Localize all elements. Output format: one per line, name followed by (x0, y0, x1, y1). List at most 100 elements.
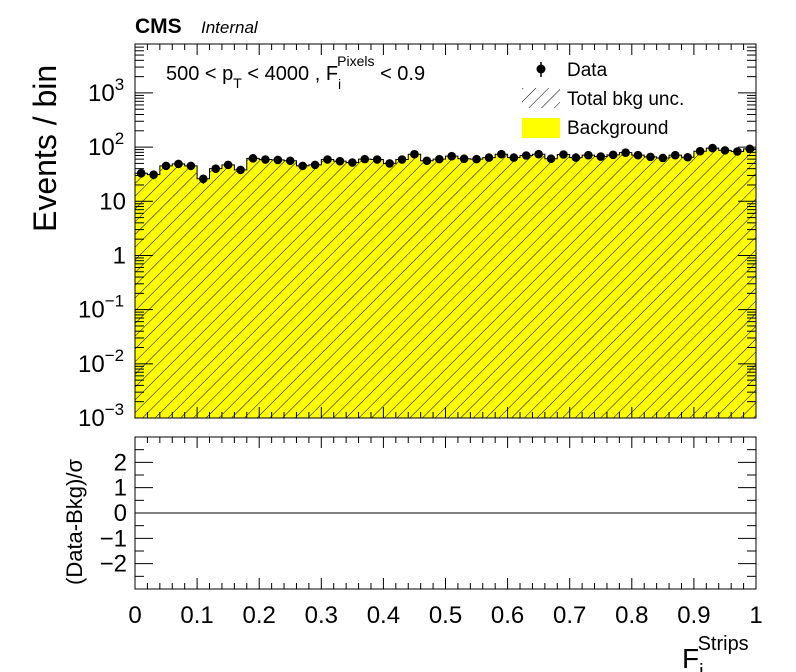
data-point (149, 170, 158, 179)
data-point (372, 155, 382, 164)
bkg-unc-bin (693, 151, 707, 418)
data-point (285, 156, 295, 166)
bkg-unc-bin (594, 156, 607, 418)
bkg-unc-bin (644, 156, 657, 418)
selection-frac-suffix: < 0.9 (375, 63, 426, 85)
bkg-unc-bin (284, 160, 297, 418)
data-point (497, 149, 506, 159)
data-point (211, 164, 221, 173)
bkg-unc-bin (457, 158, 471, 418)
bkg-unc-bin (669, 155, 682, 418)
data-point (174, 159, 183, 169)
bkg-unc-bin (718, 150, 732, 418)
data-point (695, 146, 705, 156)
legend-data-marker (536, 64, 546, 74)
data-point (298, 161, 307, 171)
bkg-unc-bin (532, 154, 545, 418)
experiment-label: CMS (135, 15, 182, 38)
legend: Data Total bkg unc. Background (522, 60, 684, 139)
selection-frac-sub: i (338, 76, 341, 92)
data-point (360, 154, 370, 164)
ratio-y-tick-labels: 210−1−2 (100, 449, 127, 577)
data-point (720, 146, 730, 155)
data-point (683, 152, 692, 162)
bkg-unc-bin (631, 155, 645, 418)
data-point (658, 153, 668, 163)
main-y-tick-label-base: 10 (78, 405, 105, 432)
main-y-tick-label: 1 (113, 242, 126, 269)
data-point (348, 158, 357, 167)
main-y-tick-label: 102 (88, 129, 124, 161)
main-y-tick-label-base: 10 (78, 297, 105, 324)
data-point (546, 154, 556, 164)
data-point (422, 156, 432, 166)
bkg-unc-bin (408, 154, 421, 418)
bkg-unc-bin (221, 164, 235, 418)
data-point (273, 155, 283, 165)
data-point (459, 154, 469, 164)
bkg-unc-bin (184, 165, 198, 418)
data-point (410, 149, 419, 159)
main-y-tick-label-exp: −2 (105, 346, 124, 365)
data-point (733, 147, 742, 156)
bkg-unc-bin (333, 161, 347, 418)
selection-pt-sub: T (233, 75, 242, 91)
data-point (608, 150, 618, 160)
bkg-unc-bin (197, 178, 210, 418)
data-point (335, 156, 345, 166)
bkg-unc-bin (606, 154, 620, 418)
bkg-unc-bin (246, 158, 260, 418)
bkg-unc-bin (234, 169, 247, 418)
main-y-tick-label-exp: −1 (105, 292, 124, 311)
data-point (621, 148, 630, 157)
main-y-tick-label: 10 (99, 188, 126, 215)
bkg-unc-bin (433, 159, 446, 418)
bkg-unc-bin (259, 159, 272, 418)
bkg-unc-bin (383, 163, 396, 418)
selection-pt-prefix: 500 < p (166, 63, 233, 85)
bkg-unc-bin (495, 154, 508, 418)
data-point (745, 144, 755, 154)
bkg-unc-bin (370, 159, 384, 418)
main-y-tick-label-exp: −3 (105, 400, 124, 419)
x-axis-title-sub: i (699, 661, 703, 672)
uncertainty-band (135, 148, 756, 418)
data-point (248, 154, 258, 163)
bkg-unc-bin (619, 152, 632, 418)
bkg-unc-bin (544, 158, 558, 418)
data-point (199, 174, 208, 184)
x-axis-title-sup: Strips (698, 633, 749, 655)
bkg-unc-bin (296, 165, 309, 418)
data-point (521, 151, 531, 160)
bkg-unc-bin (420, 160, 434, 418)
bkg-unc-bin (346, 162, 359, 418)
bkg-unc-bin (395, 159, 409, 418)
bkg-unc-bin (557, 154, 570, 418)
legend-entry-background: Background (522, 118, 668, 139)
data-point (708, 143, 717, 153)
data-point (323, 155, 332, 164)
bkg-unc-bin (520, 155, 533, 418)
bkg-unc-bin (656, 157, 670, 418)
data-point (472, 154, 481, 164)
data-point (397, 155, 407, 164)
x-tick-label: 0 (128, 602, 141, 629)
bkg-unc-bin (321, 159, 334, 418)
x-tick-label: 0.8 (615, 602, 648, 629)
selection-pt-suffix: < 4000 , F (242, 63, 338, 85)
main-y-tick-label: 10−2 (78, 346, 124, 378)
x-tick-labels: 0 0.1 0.2 0.3 0.4 0.5 0.6 0.7 0.8 0.9 1 (128, 602, 762, 629)
bkg-unc-bin (308, 164, 322, 418)
bkg-unc-bin (507, 157, 521, 418)
data-point (646, 152, 655, 162)
selection-annotation: 500 < pT < 4000 , Fi Pixels < 0.9 (166, 53, 425, 92)
x-tick-label: 0.3 (305, 602, 338, 629)
x-tick-label: 0.5 (429, 602, 462, 629)
x-tick-label: 1 (749, 602, 762, 629)
bkg-unc-bin (172, 163, 185, 418)
main-y-tick-label-exp: 3 (115, 75, 124, 94)
data-point (310, 160, 320, 170)
data-point (447, 151, 457, 161)
bkg-unc-bin (482, 157, 496, 418)
